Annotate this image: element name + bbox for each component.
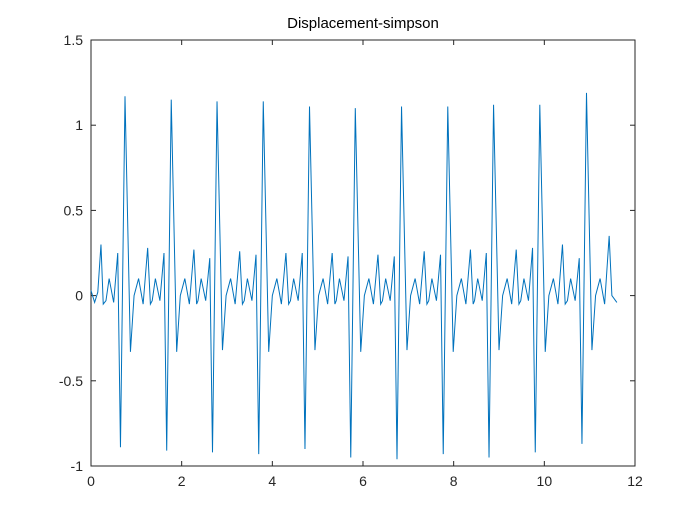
x-tick-label: 4: [268, 473, 276, 489]
x-tick-label: 2: [178, 473, 186, 489]
plot-area: [90, 39, 636, 467]
data-line: [90, 92, 618, 460]
x-tick-label: 6: [359, 473, 367, 489]
chart-title: Displacement-simpson: [287, 15, 439, 32]
y-tick-label: 1.5: [64, 32, 84, 48]
x-tick-label: 10: [537, 473, 553, 489]
x-tick-label: 0: [87, 473, 95, 489]
y-tick-label: 0: [75, 288, 83, 304]
y-tick-label: 0.5: [64, 202, 84, 218]
y-tick-label: -0.5: [59, 373, 83, 389]
y-tick-label: 1: [75, 117, 83, 133]
x-tick-label: 8: [450, 473, 458, 489]
x-tick-label: 12: [627, 473, 643, 489]
y-tick-label: -1: [71, 458, 84, 474]
